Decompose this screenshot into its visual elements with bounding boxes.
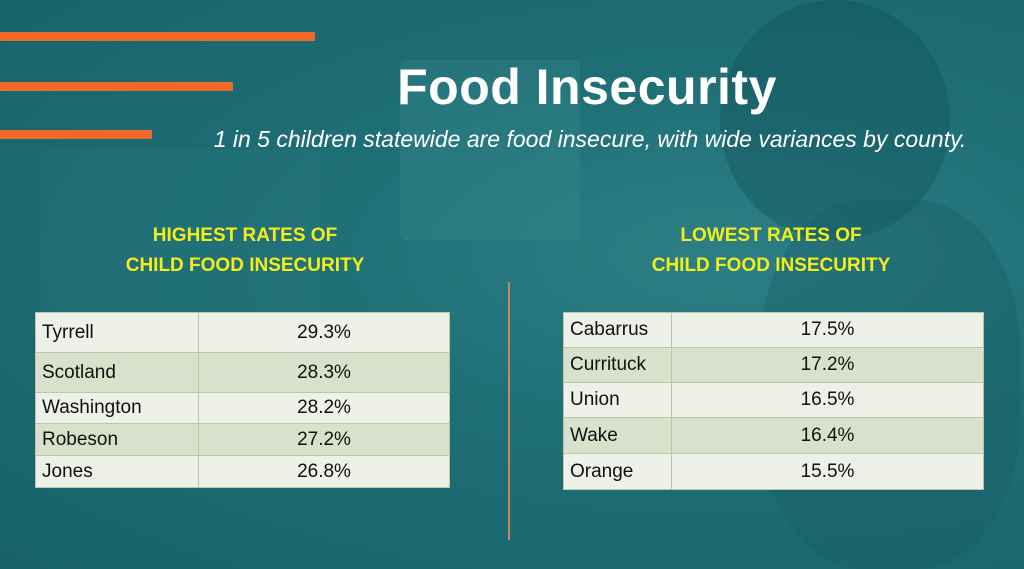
- table-row: Wake 16.4%: [563, 417, 984, 454]
- insecurity-rate: 29.3%: [198, 312, 450, 353]
- insecurity-rate: 26.8%: [198, 455, 450, 488]
- county-name: Robeson: [35, 423, 199, 456]
- highest-rates-table: Tyrrell 29.3% Scotland 28.3% Washington …: [35, 312, 450, 488]
- county-name: Orange: [563, 453, 672, 490]
- background-photo-poster: [400, 60, 580, 240]
- county-name: Scotland: [35, 352, 199, 393]
- table-row: Union 16.5%: [563, 382, 984, 418]
- county-name: Union: [563, 382, 672, 418]
- table-row: Jones 26.8%: [35, 455, 450, 488]
- table-row: Robeson 27.2%: [35, 423, 450, 456]
- background-photo-figure: [720, 0, 950, 240]
- insecurity-rate: 17.2%: [671, 347, 984, 383]
- lowest-heading-line1: LOWEST RATES OF: [680, 225, 862, 246]
- page-subtitle: 1 in 5 children statewide are food insec…: [213, 126, 967, 152]
- table-row: Cabarrus 17.5%: [563, 312, 984, 348]
- county-name: Cabarrus: [563, 312, 672, 348]
- insecurity-rate: 16.4%: [671, 417, 984, 454]
- accent-stripe-top: [0, 32, 315, 41]
- insecurity-rate: 28.3%: [198, 352, 450, 393]
- highest-heading-line2: CHILD FOOD INSECURITY: [125, 255, 365, 276]
- county-name: Washington: [35, 392, 199, 424]
- table-row: Currituck 17.2%: [563, 347, 984, 383]
- table-row: Washington 28.2%: [35, 392, 450, 424]
- highest-heading-line1: HIGHEST RATES OF: [152, 225, 338, 246]
- lowest-heading-line2: CHILD FOOD INSECURITY: [651, 255, 891, 276]
- page-title: Food Insecurity: [397, 59, 777, 115]
- lowest-rates-heading: LOWEST RATES OF CHILD FOOD INSECURITY: [631, 221, 911, 281]
- insecurity-rate: 16.5%: [671, 382, 984, 418]
- lowest-rates-table: Cabarrus 17.5% Currituck 17.2% Union 16.…: [563, 312, 984, 490]
- highest-rates-heading: HIGHEST RATES OF CHILD FOOD INSECURITY: [105, 221, 385, 281]
- insecurity-rate: 15.5%: [671, 453, 984, 490]
- county-name: Wake: [563, 417, 672, 454]
- table-row: Orange 15.5%: [563, 453, 984, 490]
- column-divider: [508, 282, 510, 540]
- insecurity-rate: 28.2%: [198, 392, 450, 424]
- insecurity-rate: 17.5%: [671, 312, 984, 348]
- county-name: Currituck: [563, 347, 672, 383]
- county-name: Tyrrell: [35, 312, 199, 353]
- accent-stripe-middle: [0, 82, 233, 91]
- accent-stripe-bottom: [0, 130, 152, 139]
- county-name: Jones: [35, 455, 199, 488]
- insecurity-rate: 27.2%: [198, 423, 450, 456]
- table-row: Tyrrell 29.3%: [35, 312, 450, 353]
- table-row: Scotland 28.3%: [35, 352, 450, 393]
